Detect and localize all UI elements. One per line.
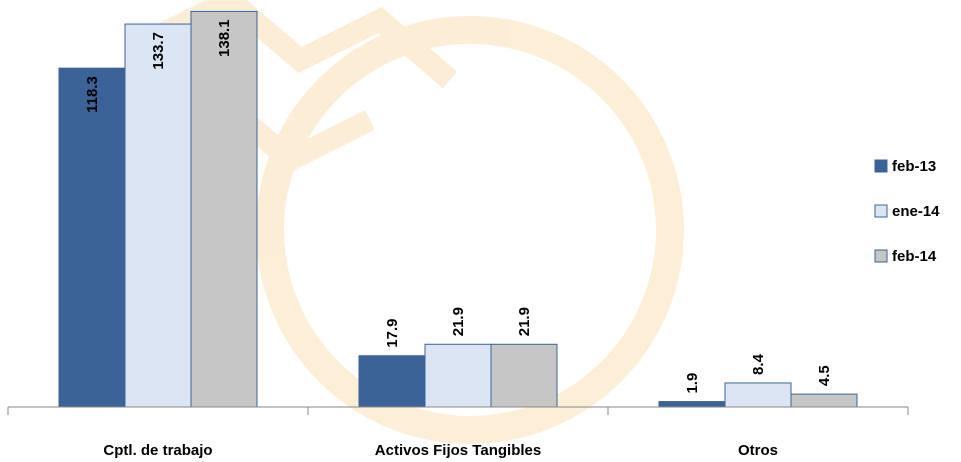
bar [124, 23, 192, 408]
value-label: 21.9 [516, 307, 533, 336]
value-label: 4.5 [816, 365, 833, 386]
value-label: 8.4 [750, 353, 767, 375]
value-label: 1.9 [684, 373, 701, 394]
legend-label: feb-13 [892, 158, 936, 175]
bar [190, 10, 258, 408]
legend-swatch [874, 159, 888, 173]
bar [424, 343, 492, 408]
x-tick-label: Activos Fijos Tangibles [375, 442, 541, 459]
legend-swatch [874, 249, 888, 263]
value-label: 17.9 [384, 319, 401, 348]
bar [658, 401, 726, 408]
x-tick-label: Cptl. de trabajo [103, 442, 212, 459]
value-label: 133.7 [150, 32, 167, 70]
bar [790, 393, 858, 408]
x-tick-label: Otros [738, 442, 778, 459]
value-label: 138.1 [216, 19, 233, 57]
bar [724, 382, 792, 408]
legend-label: feb-14 [892, 248, 937, 265]
bar [490, 343, 558, 408]
value-label: 118.3 [84, 76, 101, 113]
legend-swatch [874, 204, 888, 218]
bar [58, 67, 126, 408]
legend-label: ene-14 [892, 203, 940, 220]
value-label: 21.9 [450, 307, 467, 336]
bar [358, 355, 426, 408]
